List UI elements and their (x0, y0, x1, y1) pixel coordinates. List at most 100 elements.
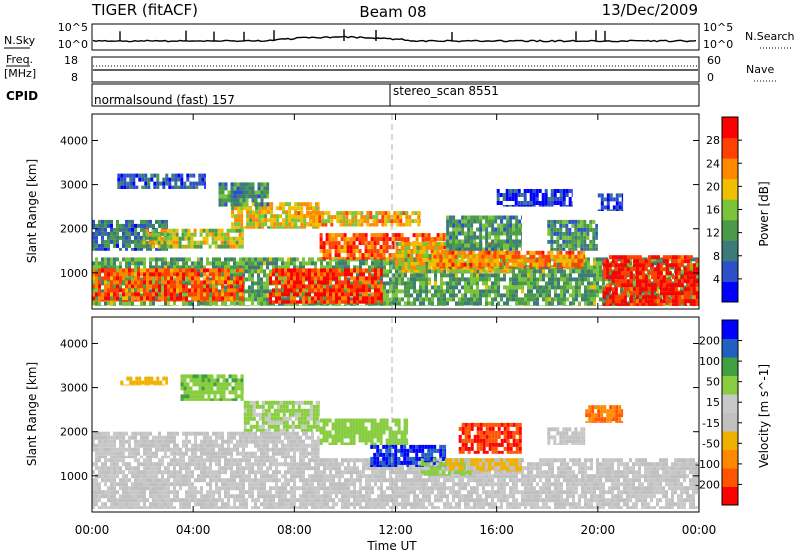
power-cell (311, 284, 314, 289)
power-cell (593, 297, 596, 302)
power-cell (161, 261, 164, 266)
power-cell (530, 273, 533, 278)
power-cell (329, 296, 332, 301)
power-cell (305, 261, 308, 266)
power-cell (428, 245, 432, 250)
power-cell (278, 265, 281, 270)
power-cell (671, 299, 675, 304)
power-cell (365, 292, 368, 297)
power-cell (345, 223, 349, 227)
power-cell (194, 268, 197, 273)
power-cell (371, 305, 374, 306)
power-cell (520, 258, 524, 263)
power-cell (325, 237, 329, 242)
power-cell (374, 288, 377, 293)
power-cell (368, 272, 371, 277)
power-cell (404, 241, 408, 246)
power-cell (215, 280, 218, 285)
power-cell (351, 223, 355, 227)
power-cell (188, 281, 191, 286)
power-cell (176, 276, 179, 281)
power-cell (587, 285, 590, 290)
power-cell (526, 266, 530, 269)
power-cell (110, 305, 113, 306)
power-cell (98, 247, 101, 251)
power-cell (329, 265, 332, 270)
power-cell (198, 177, 202, 182)
power-cell (431, 297, 434, 302)
power-cell (380, 277, 383, 282)
power-cell (431, 261, 435, 266)
power-cell (674, 303, 678, 306)
power-cell (599, 265, 602, 270)
power-cell (431, 241, 435, 246)
power-cell (146, 243, 149, 248)
power-cell (659, 287, 663, 292)
power-cell (226, 244, 230, 249)
power-cell (366, 211, 370, 216)
power-cell (671, 263, 675, 268)
power-cell (131, 247, 134, 251)
power-cell (254, 257, 257, 262)
power-cell (204, 185, 206, 189)
power-cell (142, 240, 146, 245)
power-cell (131, 292, 134, 297)
power-cell (385, 245, 389, 250)
power-cell (385, 237, 389, 242)
power-cell (568, 266, 572, 269)
power-cell (554, 277, 557, 282)
power-cell (206, 276, 209, 281)
power-cell (583, 250, 586, 255)
power-cell (272, 265, 275, 270)
power-cell (593, 301, 596, 306)
power-cell (440, 305, 443, 306)
power-cell (668, 291, 672, 296)
power-cell (521, 289, 524, 294)
power-cell (233, 269, 236, 274)
power-cell (461, 301, 464, 306)
power-cell (650, 271, 654, 276)
power-cell (185, 265, 188, 270)
power-cell (683, 267, 687, 272)
power-cell (341, 305, 344, 306)
power-cell (656, 303, 660, 306)
power-cell (281, 300, 284, 304)
power-cell (300, 202, 304, 207)
power-cell (656, 267, 660, 272)
power-cell (167, 280, 170, 285)
power-cell (134, 239, 137, 244)
power-cell (499, 250, 503, 255)
power-cell (185, 272, 188, 277)
power-cell (557, 277, 560, 282)
power-cell (506, 227, 510, 232)
power-cell (240, 226, 244, 229)
power-cell (323, 280, 326, 285)
power-cell (184, 228, 188, 233)
power-cell (215, 301, 218, 306)
power-cell (224, 280, 227, 285)
power-cell (381, 219, 385, 224)
power-cell (381, 211, 385, 216)
power-cell (149, 296, 152, 301)
power-cell (366, 219, 370, 224)
power-cell (686, 275, 690, 280)
power-cell (376, 257, 380, 260)
power-cell (451, 254, 455, 259)
power-cell (577, 235, 581, 240)
power-cell (677, 279, 681, 284)
power-cell (113, 243, 116, 248)
power-cell (161, 296, 164, 301)
power-cell (638, 263, 642, 268)
power-cell (185, 296, 188, 301)
power-cell (470, 227, 474, 232)
power-cell (425, 293, 428, 298)
power-cell (254, 198, 258, 203)
power-cell (142, 244, 146, 249)
power-cell (571, 223, 575, 228)
power-cell (650, 303, 654, 306)
power-cell (95, 297, 98, 302)
power-cell (580, 243, 584, 248)
power-cell (143, 305, 146, 306)
power-cell (329, 268, 332, 273)
power-cell (337, 253, 341, 258)
